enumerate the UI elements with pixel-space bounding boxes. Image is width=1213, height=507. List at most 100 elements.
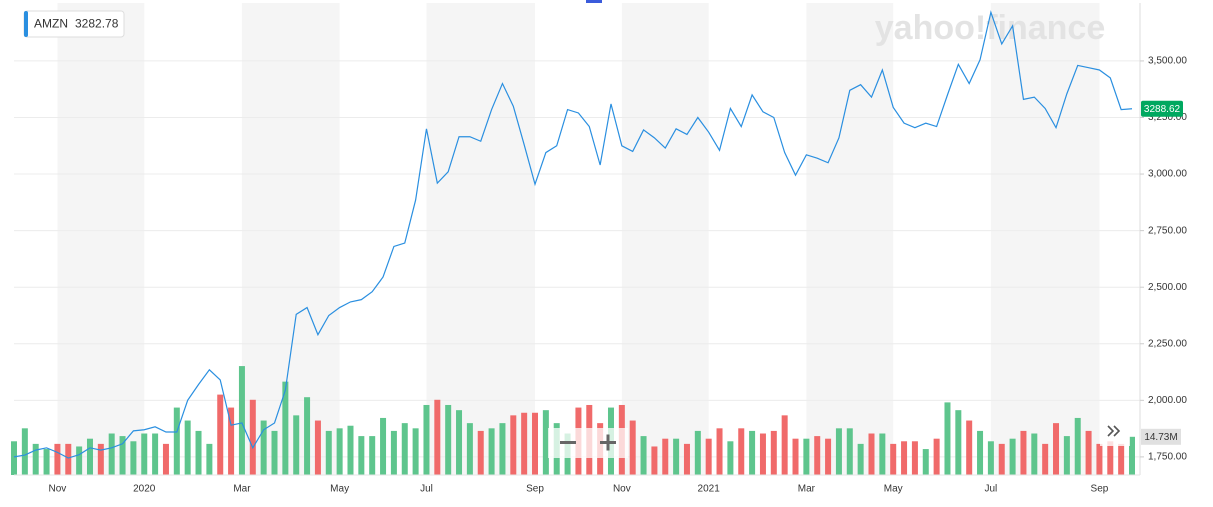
volume-bar [814, 436, 821, 475]
volume-bar [390, 430, 397, 475]
volume-bar [282, 381, 289, 475]
volume-bar [673, 438, 680, 475]
volume-bar [651, 446, 658, 475]
y-tick-label: 2,750.00 [1148, 225, 1187, 236]
volume-bar [11, 441, 17, 475]
volume-bar [1107, 441, 1114, 475]
volume-bar [488, 428, 495, 475]
y-tick-label: 3,250.00 [1148, 112, 1187, 123]
volume-tag [1141, 428, 1181, 445]
top-marker [586, 0, 602, 3]
volume-bar [358, 436, 365, 475]
y-tick-label: 2,000.00 [1148, 395, 1187, 406]
price-line [13, 10, 1133, 459]
scroll-box[interactable] [1100, 418, 1130, 446]
volume-bar [477, 430, 484, 475]
x-tick-label: Mar [233, 484, 251, 495]
volume-bar [260, 420, 267, 475]
volume-bar [249, 399, 256, 475]
zoom-in-bar [606, 434, 610, 451]
volume-bar [54, 443, 61, 475]
volume-bar [1085, 430, 1092, 475]
volume-bar [1053, 423, 1060, 475]
x-tick-label: 2020 [133, 484, 156, 495]
volume-bar [97, 443, 104, 475]
x-tick-label: 2021 [698, 484, 721, 495]
volume-bar [32, 443, 39, 475]
x-tick-label: Sep [526, 484, 544, 495]
volume-bar [781, 415, 788, 475]
volume-bar [825, 438, 832, 475]
volume-bar [759, 433, 766, 475]
legend-quote: 3282.78 [75, 17, 119, 31]
volume-bar [466, 423, 473, 475]
volume-bar [412, 428, 419, 475]
volume-bar [901, 441, 908, 475]
volume-bar [293, 415, 300, 475]
volume-bar [1020, 430, 1027, 475]
scroll-button[interactable] [1100, 418, 1130, 446]
volume-bar [868, 433, 875, 475]
volume-bar [966, 420, 973, 475]
volume-bar [911, 441, 918, 475]
volume-bar [890, 443, 897, 475]
volume-bar [1118, 443, 1125, 475]
volume-bar [1063, 436, 1070, 475]
scroll-icon [1107, 425, 1121, 437]
volume-bar [43, 449, 50, 475]
month-band [241, 3, 340, 475]
volume-bar [1009, 438, 1016, 475]
zoom-out[interactable] [560, 441, 576, 444]
volume-bar [792, 438, 799, 475]
legend-swatch [24, 11, 28, 37]
volume-bar [304, 397, 311, 475]
volume-bar [369, 436, 376, 475]
volume-bar [184, 420, 191, 475]
volume-bar [749, 430, 756, 475]
legend: AMZN 3282.78 [23, 10, 125, 38]
volume-bar [532, 412, 539, 475]
volume-bar [933, 438, 940, 475]
month-band [621, 3, 709, 475]
volume-bar [380, 417, 387, 475]
volume-bar [1074, 417, 1081, 475]
x-tick-label: May [884, 484, 903, 495]
volume-bar [977, 430, 984, 475]
volume-bar [76, 446, 83, 475]
volume-bar [987, 441, 994, 475]
volume-bar [119, 436, 126, 475]
month-band [806, 3, 894, 475]
x-tick-label: Mar [798, 484, 816, 495]
volume-bar [521, 412, 528, 475]
volume-bar [314, 420, 321, 475]
volume-bar [434, 399, 441, 475]
volume-bars [11, 366, 1135, 475]
volume-bar [238, 366, 245, 475]
volume-bar [770, 430, 777, 475]
y-tick-label: 1,750.00 [1148, 452, 1187, 463]
volume-bar [1129, 436, 1135, 475]
volume-bar [879, 433, 886, 475]
volume-bar [1096, 443, 1103, 475]
x-tick-label: Nov [49, 484, 67, 495]
zoom-controls [548, 428, 628, 458]
volume-bar [325, 430, 332, 475]
volume-bar [347, 425, 354, 475]
y-axis: Nov 2020 Mar May Jul Sep Nov 2021 Mar May Jul Sep 1,… [49, 56, 1188, 495]
volume-bar [445, 404, 452, 475]
volume-bar [738, 428, 745, 475]
volume-bar [846, 428, 853, 475]
volume-bar [141, 433, 148, 475]
volume-bar [499, 423, 506, 475]
y-tick-label: 3,500.00 [1148, 56, 1187, 67]
volume-bar [456, 410, 463, 475]
volume-bar [206, 443, 213, 475]
volume-bar [21, 428, 28, 475]
month-band [990, 3, 1100, 475]
volume-bar [944, 402, 951, 475]
volume-bar [195, 430, 202, 475]
price-tag [1141, 100, 1183, 117]
volume-bar [1042, 443, 1049, 475]
price-line [13, 10, 1133, 459]
